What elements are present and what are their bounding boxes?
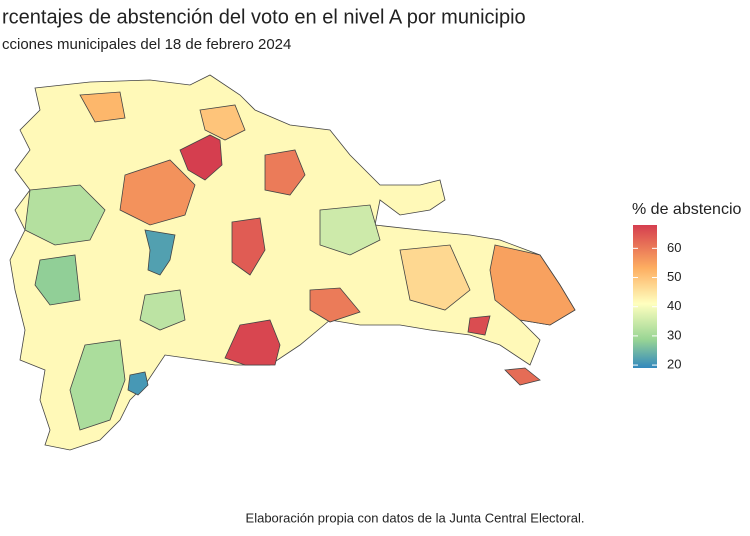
map xyxy=(9,74,576,451)
municipality xyxy=(69,339,126,431)
colorbar-label: 20 xyxy=(667,357,681,372)
municipality xyxy=(319,204,381,256)
legend: 20 30 40 50 60 xyxy=(633,225,681,372)
colorbar-label: 40 xyxy=(667,298,681,313)
municipality xyxy=(139,289,186,331)
municipality xyxy=(224,319,281,366)
colorbar-label: 50 xyxy=(667,269,681,284)
map-title: rcentajes de abstención del voto en el n… xyxy=(2,6,526,28)
municipality xyxy=(79,91,126,123)
municipality xyxy=(127,371,149,396)
municipality xyxy=(231,217,266,276)
caption: Elaboración propia con datos de la Junta… xyxy=(246,510,585,525)
colorbar-label: 60 xyxy=(667,240,681,255)
municipality xyxy=(199,104,246,141)
municipality xyxy=(144,229,176,276)
legend-title: % de abstencio xyxy=(632,201,742,218)
municipality xyxy=(264,149,306,196)
municipality xyxy=(504,367,541,386)
municipality xyxy=(34,254,81,306)
map-subtitle: cciones municipales del 18 de febrero 20… xyxy=(2,36,291,53)
municipality xyxy=(309,287,361,323)
colorbar xyxy=(633,225,657,368)
colorbar-label: 30 xyxy=(667,327,681,342)
municipality xyxy=(179,134,223,181)
municipality xyxy=(489,244,576,326)
municipality xyxy=(119,159,196,226)
municipality xyxy=(399,244,471,311)
municipality xyxy=(467,315,491,336)
municipality xyxy=(24,184,106,246)
